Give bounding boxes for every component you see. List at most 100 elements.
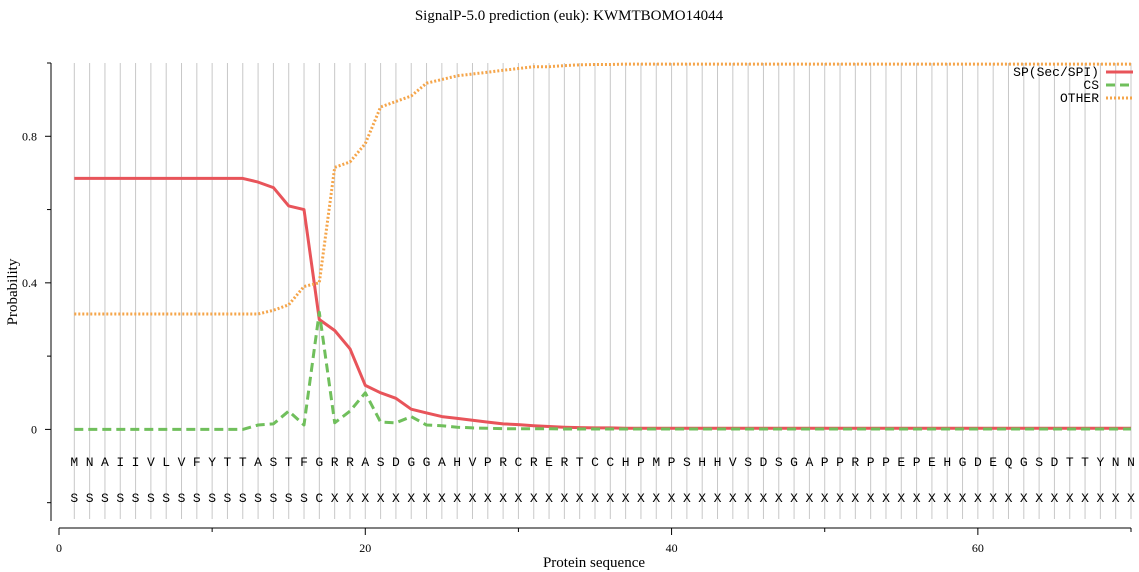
sequence-residue: T: [1066, 455, 1074, 470]
region-label: S: [101, 491, 109, 506]
sequence-residue: R: [346, 455, 354, 470]
region-label: X: [760, 491, 768, 506]
sequence-residue: S: [269, 455, 277, 470]
region-label: S: [162, 491, 170, 506]
sequence-residue: G: [315, 455, 323, 470]
sequence-residue: T: [224, 455, 232, 470]
region-label: X: [515, 491, 523, 506]
sequence-residue: P: [484, 455, 492, 470]
sequence-residue: A: [805, 455, 813, 470]
sequence-residue: H: [622, 455, 630, 470]
region-label: X: [438, 491, 446, 506]
sequence-residue: V: [178, 455, 186, 470]
region-label: X: [499, 491, 507, 506]
region-label: X: [622, 491, 630, 506]
sequence-residue: T: [1081, 455, 1089, 470]
region-label: S: [70, 491, 78, 506]
sequence-residue: P: [882, 455, 890, 470]
sequence-residue: V: [147, 455, 155, 470]
sequence-residue: D: [760, 455, 768, 470]
region-label: X: [744, 491, 752, 506]
sequence-residue: M: [70, 455, 78, 470]
region-label: X: [1096, 491, 1104, 506]
series-lines: [74, 62, 1131, 431]
region-label: X: [851, 491, 859, 506]
vertical-gridlines: [73, 63, 1132, 519]
region-label: X: [545, 491, 553, 506]
region-label: X: [1020, 491, 1028, 506]
region-label: X: [453, 491, 461, 506]
legend-label: OTHER: [1060, 91, 1099, 106]
region-label: X: [714, 491, 722, 506]
sequence-residue: A: [101, 455, 109, 470]
region-label: S: [147, 491, 155, 506]
region-label: S: [269, 491, 277, 506]
x-axis-label: Protein sequence: [543, 555, 645, 571]
axes: 0 0.4 0.8 0 20 40 60: [22, 62, 1132, 555]
region-label: S: [254, 491, 262, 506]
sequence-residue: R: [560, 455, 568, 470]
region-label: S: [193, 491, 201, 506]
region-label: X: [331, 491, 339, 506]
sequence-residue: M: [652, 455, 660, 470]
sequence-residue: E: [989, 455, 997, 470]
sequence-residue: P: [913, 455, 921, 470]
region-label: X: [652, 491, 660, 506]
x-tick-label: 0: [56, 541, 62, 555]
sequence-residue: I: [132, 455, 140, 470]
region-label: C: [315, 491, 323, 506]
sequence-residue: Y: [1096, 455, 1104, 470]
sequence-residue: H: [453, 455, 461, 470]
sequence-residue: V: [729, 455, 737, 470]
sequence-residue: A: [361, 455, 369, 470]
sequence-residue: Y: [208, 455, 216, 470]
region-label: S: [300, 491, 308, 506]
region-label: X: [989, 491, 997, 506]
sequence-residue: T: [285, 455, 293, 470]
region-label: S: [86, 491, 94, 506]
sequence-residue: N: [86, 455, 94, 470]
y-axis-label: Probability: [5, 258, 21, 325]
region-label: X: [805, 491, 813, 506]
sequence-residue: H: [943, 455, 951, 470]
region-label: X: [1066, 491, 1074, 506]
sequence-residue: G: [959, 455, 967, 470]
sequence-residue: H: [714, 455, 722, 470]
sequence-residue: C: [606, 455, 614, 470]
sequence-residue: P: [867, 455, 875, 470]
sequence-residue: C: [515, 455, 523, 470]
region-label: X: [836, 491, 844, 506]
sequence-residue: S: [1035, 455, 1043, 470]
sequence-residue: R: [499, 455, 507, 470]
region-label: X: [469, 491, 477, 506]
series-line-cs: [74, 310, 1131, 431]
series-line-sp-sec-spi: [74, 176, 1131, 430]
sequence-residue: P: [836, 455, 844, 470]
sequence-residue: S: [377, 455, 385, 470]
region-label: X: [361, 491, 369, 506]
region-label: X: [698, 491, 706, 506]
sequence-residue: F: [300, 455, 308, 470]
sequence-residue: H: [698, 455, 706, 470]
region-label: S: [116, 491, 124, 506]
sequence-residue: R: [530, 455, 538, 470]
chart-title: SignalP-5.0 prediction (euk): KWMTBOMO14…: [415, 8, 724, 24]
region-label: X: [821, 491, 829, 506]
y-tick-label: 0.8: [22, 129, 37, 143]
region-label: X: [637, 491, 645, 506]
legend-label: SP(Sec/SPI): [1013, 65, 1099, 80]
region-label: X: [392, 491, 400, 506]
sequence-residue: T: [576, 455, 584, 470]
sequence-residue: P: [668, 455, 676, 470]
region-label: X: [897, 491, 905, 506]
x-tick-label: 20: [359, 541, 371, 555]
sequence-residue: Q: [1005, 455, 1013, 470]
region-label: X: [407, 491, 415, 506]
region-label: X: [560, 491, 568, 506]
x-tick-label: 60: [972, 541, 984, 555]
sequence-residue: E: [545, 455, 553, 470]
region-label: X: [790, 491, 798, 506]
region-label: X: [377, 491, 385, 506]
